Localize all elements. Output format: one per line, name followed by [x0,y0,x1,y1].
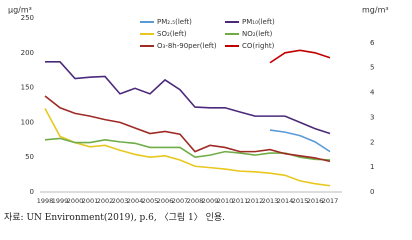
y2-tick-label: 6 [370,39,375,47]
x-tick-label: 2013 [262,197,279,205]
legend-label: PM₂.₅(left) [157,18,192,26]
series-line [44,95,331,163]
y-tick-label: 0 [30,188,34,196]
legend-label: NO₂(left) [242,30,273,38]
x-tick-label: 2007 [172,197,189,205]
x-tick-label: 2009 [202,197,219,205]
chart: μg/m³ mg/m³ 0 50 100 150 200 250 0 1 2 3 4 5 6 199819… [8,6,389,206]
legend-label: CO(right) [242,42,275,50]
x-tick-label: 2004 [127,197,144,205]
y2-tick-label: 4 [370,89,375,97]
y-tick-label: 150 [21,84,34,92]
y-unit: μg/m³ [8,6,32,15]
x-tick-label: 2016 [307,197,324,205]
x-tick-label: 2012 [247,197,264,205]
x-tick-label: 1998 [37,197,54,205]
y2-tick-label: 0 [370,188,374,196]
x-tick-label: 2008 [187,197,204,205]
series-line [269,129,331,153]
x-tick-label: 2014 [277,197,294,205]
x-tick-label: 2006 [157,197,174,205]
y2-tick-label: 1 [370,163,374,171]
y-tick-label: 250 [21,14,34,22]
x-tick-label: 2001 [82,197,99,205]
x-tick-label: 2011 [232,197,249,205]
y-tick-label: 50 [25,153,34,161]
legend-label: O₃-8h-90per(left) [157,42,217,50]
y2-tick-label: 2 [370,138,374,146]
page: {"chart_data": {"type": "line", "y_unit"… [4,5,389,223]
x-tick-label: 2000 [67,197,84,205]
x-tick-label: 2002 [97,197,114,205]
y2-tick-label: 5 [370,64,374,72]
series-line [44,108,331,187]
y-tick-label: 100 [21,118,34,126]
x-tick-label: 2015 [292,197,309,205]
y-tick-label: 200 [21,49,34,57]
x-tick-label: 2017 [322,197,339,205]
x-tick-label: 1999 [52,197,69,205]
series-line [269,49,331,64]
y2-tick-label: 3 [370,113,374,121]
legend-label: SO₂(left) [157,30,187,38]
series-line [44,137,331,161]
y2-unit: mg/m³ [362,6,389,15]
x-tick-label: 2005 [142,197,159,205]
series-line [45,61,331,135]
x-tick-label: 2003 [112,197,129,205]
caption: 자료: UN Environment(2019), p.6, 〈그림 1〉 인용… [4,213,226,223]
x-tick-label: 2010 [217,197,234,205]
legend-label: PM₁₀(left) [242,18,275,26]
